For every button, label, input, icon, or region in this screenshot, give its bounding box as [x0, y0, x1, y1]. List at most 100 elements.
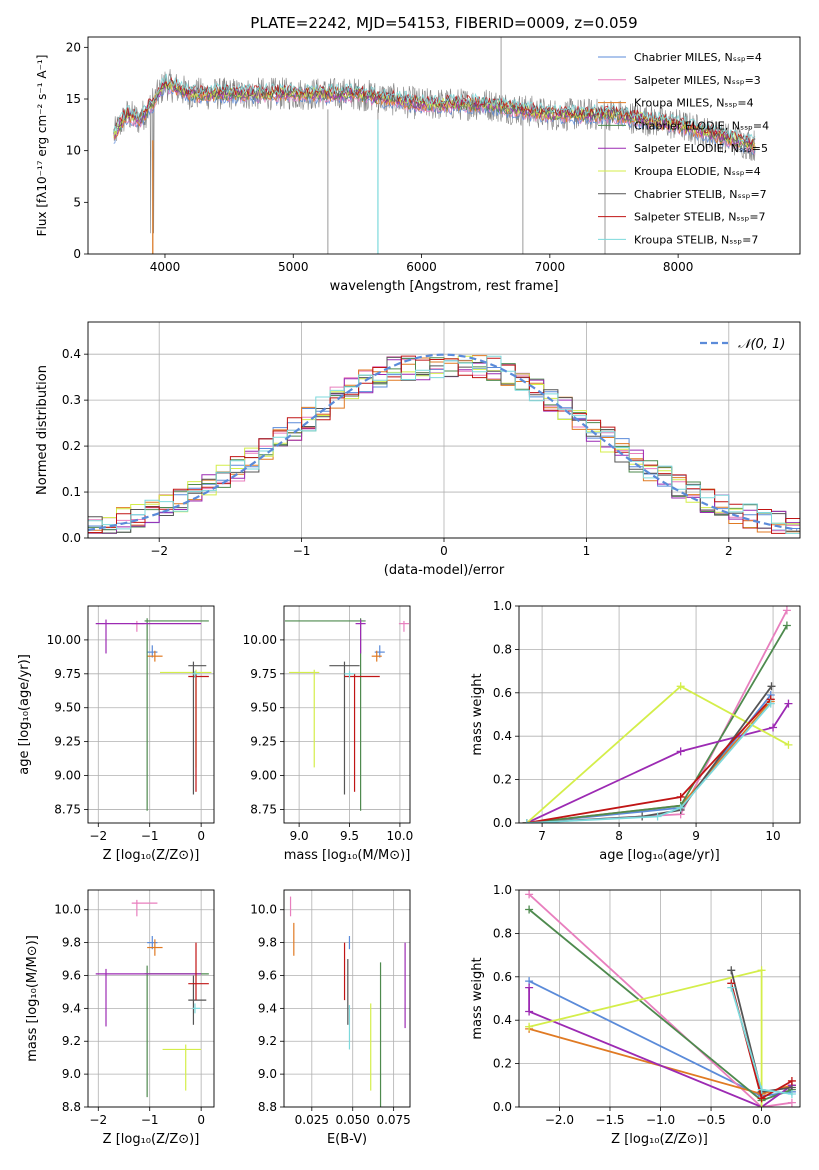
y-tick-label: 0	[73, 247, 81, 261]
y-tick-label: 0.4	[493, 729, 512, 743]
y-tick-label: 10.00	[243, 633, 277, 647]
x-tick-label: 4000	[150, 260, 181, 274]
plot-area	[285, 618, 409, 811]
legend-label: Kroupa ELODIE, Nₛₛₚ=4	[634, 165, 761, 178]
panel-mass_vs_ebv: 0.025 0.050 0.075 8.8 9.0 9.2 9.4 9.6 9.8 10.0 E(B…	[250, 889, 411, 1147]
legend-label: Chabrier ELODIE, Nₛₛₚ=4	[634, 119, 769, 132]
y-tick-label: 0.6	[493, 970, 512, 984]
legend-label: Chabrier MILES, Nₛₛₚ=4	[634, 51, 762, 64]
model-line-salpeter_stelib	[113, 76, 756, 145]
panel-mass_weight_vs_Z: −2.0 −1.5 −1.0 −0.5 0.0 0.0 0.2 0.4 0.6 0.8 1.0 Z […	[470, 883, 801, 1147]
x-tick-label: 10.0	[387, 829, 414, 843]
x-tick-label: 1	[583, 544, 591, 558]
plus-marker-kroupa_elodie	[757, 1103, 766, 1107]
plot-area	[522, 606, 793, 823]
x-axis-label: E(B-V)	[327, 1132, 367, 1147]
x-axis-label: (data-model)/error	[384, 563, 505, 578]
y-tick-label: 9.2	[62, 1034, 81, 1048]
plus-marker-salpeter_miles	[782, 606, 791, 615]
model-line-salpeter_miles	[113, 82, 756, 155]
y-tick-label: 8.75	[250, 802, 277, 816]
y-tick-label: 9.75	[250, 667, 277, 681]
y-tick-label: 9.50	[250, 701, 277, 715]
y-tick-label: 0.6	[493, 686, 512, 700]
y-tick-label: 20	[66, 40, 81, 54]
x-tick-label: 0	[197, 1113, 205, 1127]
plus-marker-kroupa_stelib	[727, 983, 736, 992]
x-tick-label: −1	[141, 829, 159, 843]
y-tick-label: 0.4	[493, 1013, 512, 1027]
x-axis-label: wavelength [Angstrom, rest frame]	[330, 279, 559, 294]
x-tick-label: 9	[692, 829, 700, 843]
y-tick-label: 9.8	[62, 936, 81, 950]
gaussian-curve	[88, 353, 798, 531]
x-tick-label: 2	[725, 544, 733, 558]
plus-marker-kroupa_stelib	[766, 699, 775, 708]
y-tick-label: 9.6	[258, 968, 277, 982]
x-tick-label: −1	[141, 1113, 159, 1127]
model-line-kroupa_stelib	[113, 73, 756, 143]
y-tick-label: 0.4	[62, 347, 81, 361]
y-tick-label: 9.4	[258, 1001, 277, 1015]
y-axis-label: Normed distribution	[35, 365, 50, 495]
x-tick-label: −0.5	[696, 1113, 725, 1127]
plus-marker-salpeter_elodie	[676, 747, 685, 756]
mass-weight-line-salpeter_elodie	[528, 987, 793, 1107]
y-axis-label: Flux [fλ10⁻¹⁷ erg cm⁻² s⁻¹ A⁻¹]	[35, 55, 49, 237]
y-tick-label: 8.8	[258, 1100, 277, 1114]
x-axis-label: age [log₁₀(age/yr)]	[599, 848, 720, 863]
axes-frame	[87, 321, 801, 539]
histogram-kroupa_stelib	[88, 355, 800, 534]
plus-marker-chabrier_elodie	[525, 905, 534, 914]
mass-weight-line-kroupa_stelib	[526, 703, 772, 823]
chart-title: PLATE=2242, MJD=54153, FIBERID=0009, z=0…	[250, 14, 637, 32]
y-axis-label: age [log₁₀(age/yr)]	[17, 654, 32, 775]
x-tick-label: −2	[150, 544, 168, 558]
y-tick-label: 0.8	[493, 926, 512, 940]
y-tick-label: 9.25	[54, 735, 81, 749]
x-tick-label: 5000	[278, 260, 309, 274]
y-tick-label: 0.0	[493, 816, 512, 830]
y-tick-label: 10	[66, 144, 81, 158]
plus-marker-salpeter_elodie	[525, 983, 534, 992]
plot-area	[525, 890, 796, 1107]
y-tick-label: 9.50	[54, 701, 81, 715]
legend-label: Chabrier STELIB, Nₛₛₚ=7	[634, 188, 767, 201]
y-tick-label: 0.1	[62, 485, 81, 499]
x-axis-label: Z [log₁₀(Z/Z⊙)]	[103, 1132, 200, 1147]
panel-residual_hist: −2 −1 0 1 2 0.0 0.1 0.2 0.3 0.4 (data-model)/error…	[35, 321, 801, 578]
x-tick-label: −1.0	[646, 1113, 675, 1127]
plus-marker-kroupa_stelib	[676, 803, 685, 812]
y-tick-label: 9.0	[62, 1067, 81, 1081]
panel-age_vs_Z: −2 −1 0 8.75 9.00 9.25 9.50 9.75 10.00 Z [log₁₀(Z…	[17, 605, 215, 863]
y-axis-label: mass weight	[470, 673, 485, 755]
plus-marker-kroupa_stelib	[653, 812, 662, 821]
y-tick-label: 8.8	[62, 1100, 81, 1114]
plus-marker-salpeter_stelib	[676, 792, 685, 801]
axes-frame	[87, 605, 215, 824]
y-tick-label: 9.00	[54, 769, 81, 783]
plus-marker-chabrier_stelib	[727, 966, 736, 975]
mass-weight-line-salpeter_miles	[528, 893, 793, 1107]
plus-marker-kroupa_elodie	[525, 1022, 534, 1031]
y-tick-label: 0.8	[493, 642, 512, 656]
y-tick-label: 5	[73, 195, 81, 209]
y-tick-label: 8.75	[54, 802, 81, 816]
plot-area	[95, 899, 209, 1098]
plus-marker-salpeter_miles	[525, 890, 534, 899]
x-tick-label: 0.0	[752, 1113, 771, 1127]
y-axis-label: mass weight	[470, 957, 485, 1039]
plus-marker-salpeter_miles	[787, 1098, 796, 1107]
panel-mass_weight_vs_age: 7 8 9 10 0.0 0.2 0.4 0.6 0.8 1.0 age [log₁₀(age/yr…	[470, 599, 801, 863]
plus-marker-kroupa_stelib	[787, 1089, 796, 1098]
axes-frame	[518, 605, 801, 824]
y-tick-label: 0.3	[62, 393, 81, 407]
x-tick-label: 9.5	[340, 829, 359, 843]
x-tick-label: 9.0	[290, 829, 309, 843]
y-tick-label: 0.2	[493, 1057, 512, 1071]
legend-label: Salpeter ELODIE, Nₛₛₚ=5	[634, 142, 768, 155]
x-tick-label: 0	[197, 829, 205, 843]
plus-marker-kroupa_stelib	[522, 819, 531, 823]
x-tick-label: −2	[89, 1113, 107, 1127]
histogram-salpeter_stelib	[88, 355, 800, 534]
